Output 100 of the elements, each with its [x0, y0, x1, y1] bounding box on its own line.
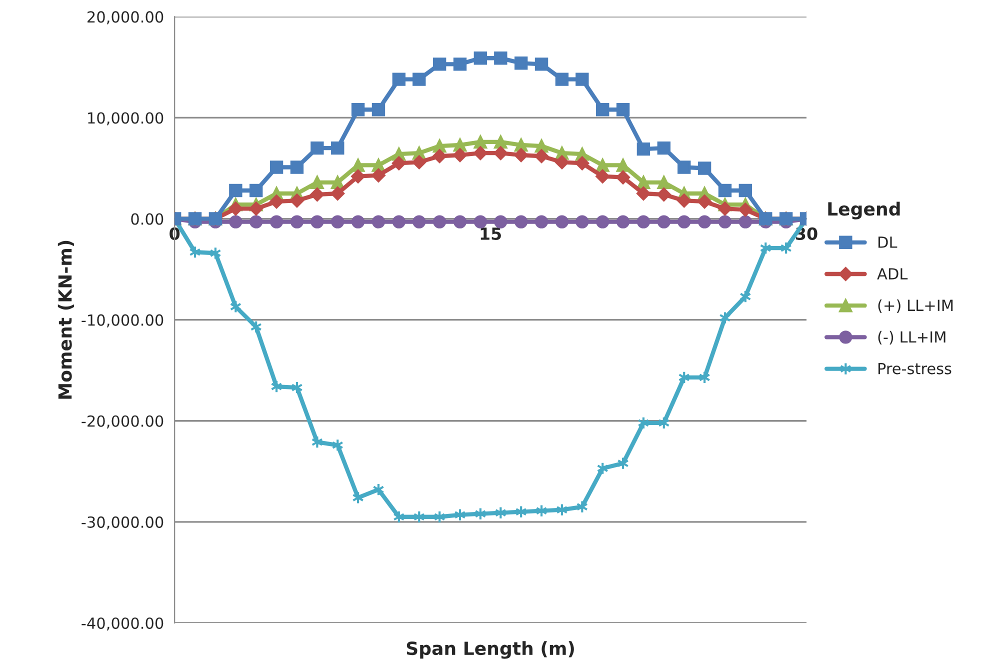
point [596, 158, 610, 172]
point [412, 155, 426, 170]
point [372, 103, 386, 116]
legend-label: ADL [877, 268, 908, 280]
point [432, 58, 446, 71]
point [616, 103, 630, 116]
legend-title: Legend [828, 202, 900, 220]
y-tick-label: -10,000.00 [82, 314, 164, 328]
point [270, 215, 284, 228]
point [290, 160, 304, 174]
point [534, 149, 548, 164]
point [678, 160, 691, 174]
point [229, 215, 242, 228]
point [534, 215, 548, 228]
point [331, 215, 344, 228]
point [555, 155, 569, 170]
point [514, 56, 528, 70]
point [636, 186, 650, 200]
point [310, 141, 324, 155]
point [473, 146, 488, 160]
point [718, 215, 732, 228]
point [453, 58, 467, 71]
point [514, 215, 528, 228]
point [392, 72, 406, 86]
point [453, 215, 467, 228]
point [616, 215, 630, 228]
y-tick-label: 10,000.00 [88, 112, 164, 126]
point [270, 194, 284, 209]
point [555, 72, 569, 86]
point [698, 215, 712, 228]
point [738, 184, 752, 198]
point [494, 146, 508, 160]
point [392, 156, 406, 170]
point [596, 103, 610, 116]
point [250, 184, 263, 198]
point [514, 148, 528, 162]
point [229, 184, 242, 198]
y-tick-label: -30,000.00 [82, 516, 164, 530]
point [698, 162, 712, 175]
point [656, 188, 671, 202]
point [596, 215, 610, 228]
point [616, 170, 630, 184]
point [351, 215, 365, 228]
point [596, 169, 610, 184]
point [494, 52, 508, 65]
point [636, 176, 650, 189]
point [331, 141, 344, 155]
point [657, 215, 670, 228]
point [718, 184, 732, 198]
point [392, 215, 406, 228]
point [738, 202, 752, 217]
point [372, 215, 386, 228]
point [310, 215, 324, 228]
point [351, 169, 365, 184]
y-tick-label: -40,000.00 [82, 617, 164, 631]
point [432, 215, 446, 228]
legend-label: Pre-stress [878, 362, 952, 374]
point [494, 215, 508, 228]
point [290, 194, 304, 208]
legend-label: (+) LL+IM [878, 299, 953, 313]
point [474, 52, 488, 65]
y-tick-label: 20,000.00 [88, 11, 164, 24]
point [453, 148, 467, 162]
point [576, 72, 589, 86]
point [575, 156, 590, 170]
point [636, 142, 650, 156]
point [616, 158, 630, 172]
y-tick-label: 0.00 [131, 213, 164, 225]
y-tick-label: -20,000.00 [82, 415, 164, 428]
x-tick-label: 15 [480, 228, 501, 240]
legend-label: (-) LL+IM [878, 330, 946, 345]
point [636, 215, 650, 228]
point [474, 215, 488, 228]
point [677, 194, 692, 208]
point [331, 176, 344, 189]
point [678, 215, 691, 228]
point [351, 103, 365, 116]
point [474, 135, 488, 149]
point [738, 215, 752, 228]
point [412, 215, 426, 228]
point [657, 176, 670, 189]
point [372, 168, 386, 182]
point [576, 215, 589, 228]
point [657, 141, 670, 155]
point [270, 160, 284, 174]
legend-label: DL [878, 236, 898, 248]
point [432, 149, 447, 164]
point [494, 135, 508, 149]
point [290, 215, 304, 228]
point [330, 186, 345, 200]
point [351, 158, 365, 172]
x-axis-title: Span Length (m) [406, 641, 574, 659]
point [310, 188, 324, 202]
point [534, 58, 548, 71]
x-tick-label: 0 [170, 227, 180, 240]
point [228, 202, 243, 216]
point [698, 194, 712, 209]
point [718, 202, 732, 216]
point [412, 72, 426, 86]
point [310, 176, 324, 189]
